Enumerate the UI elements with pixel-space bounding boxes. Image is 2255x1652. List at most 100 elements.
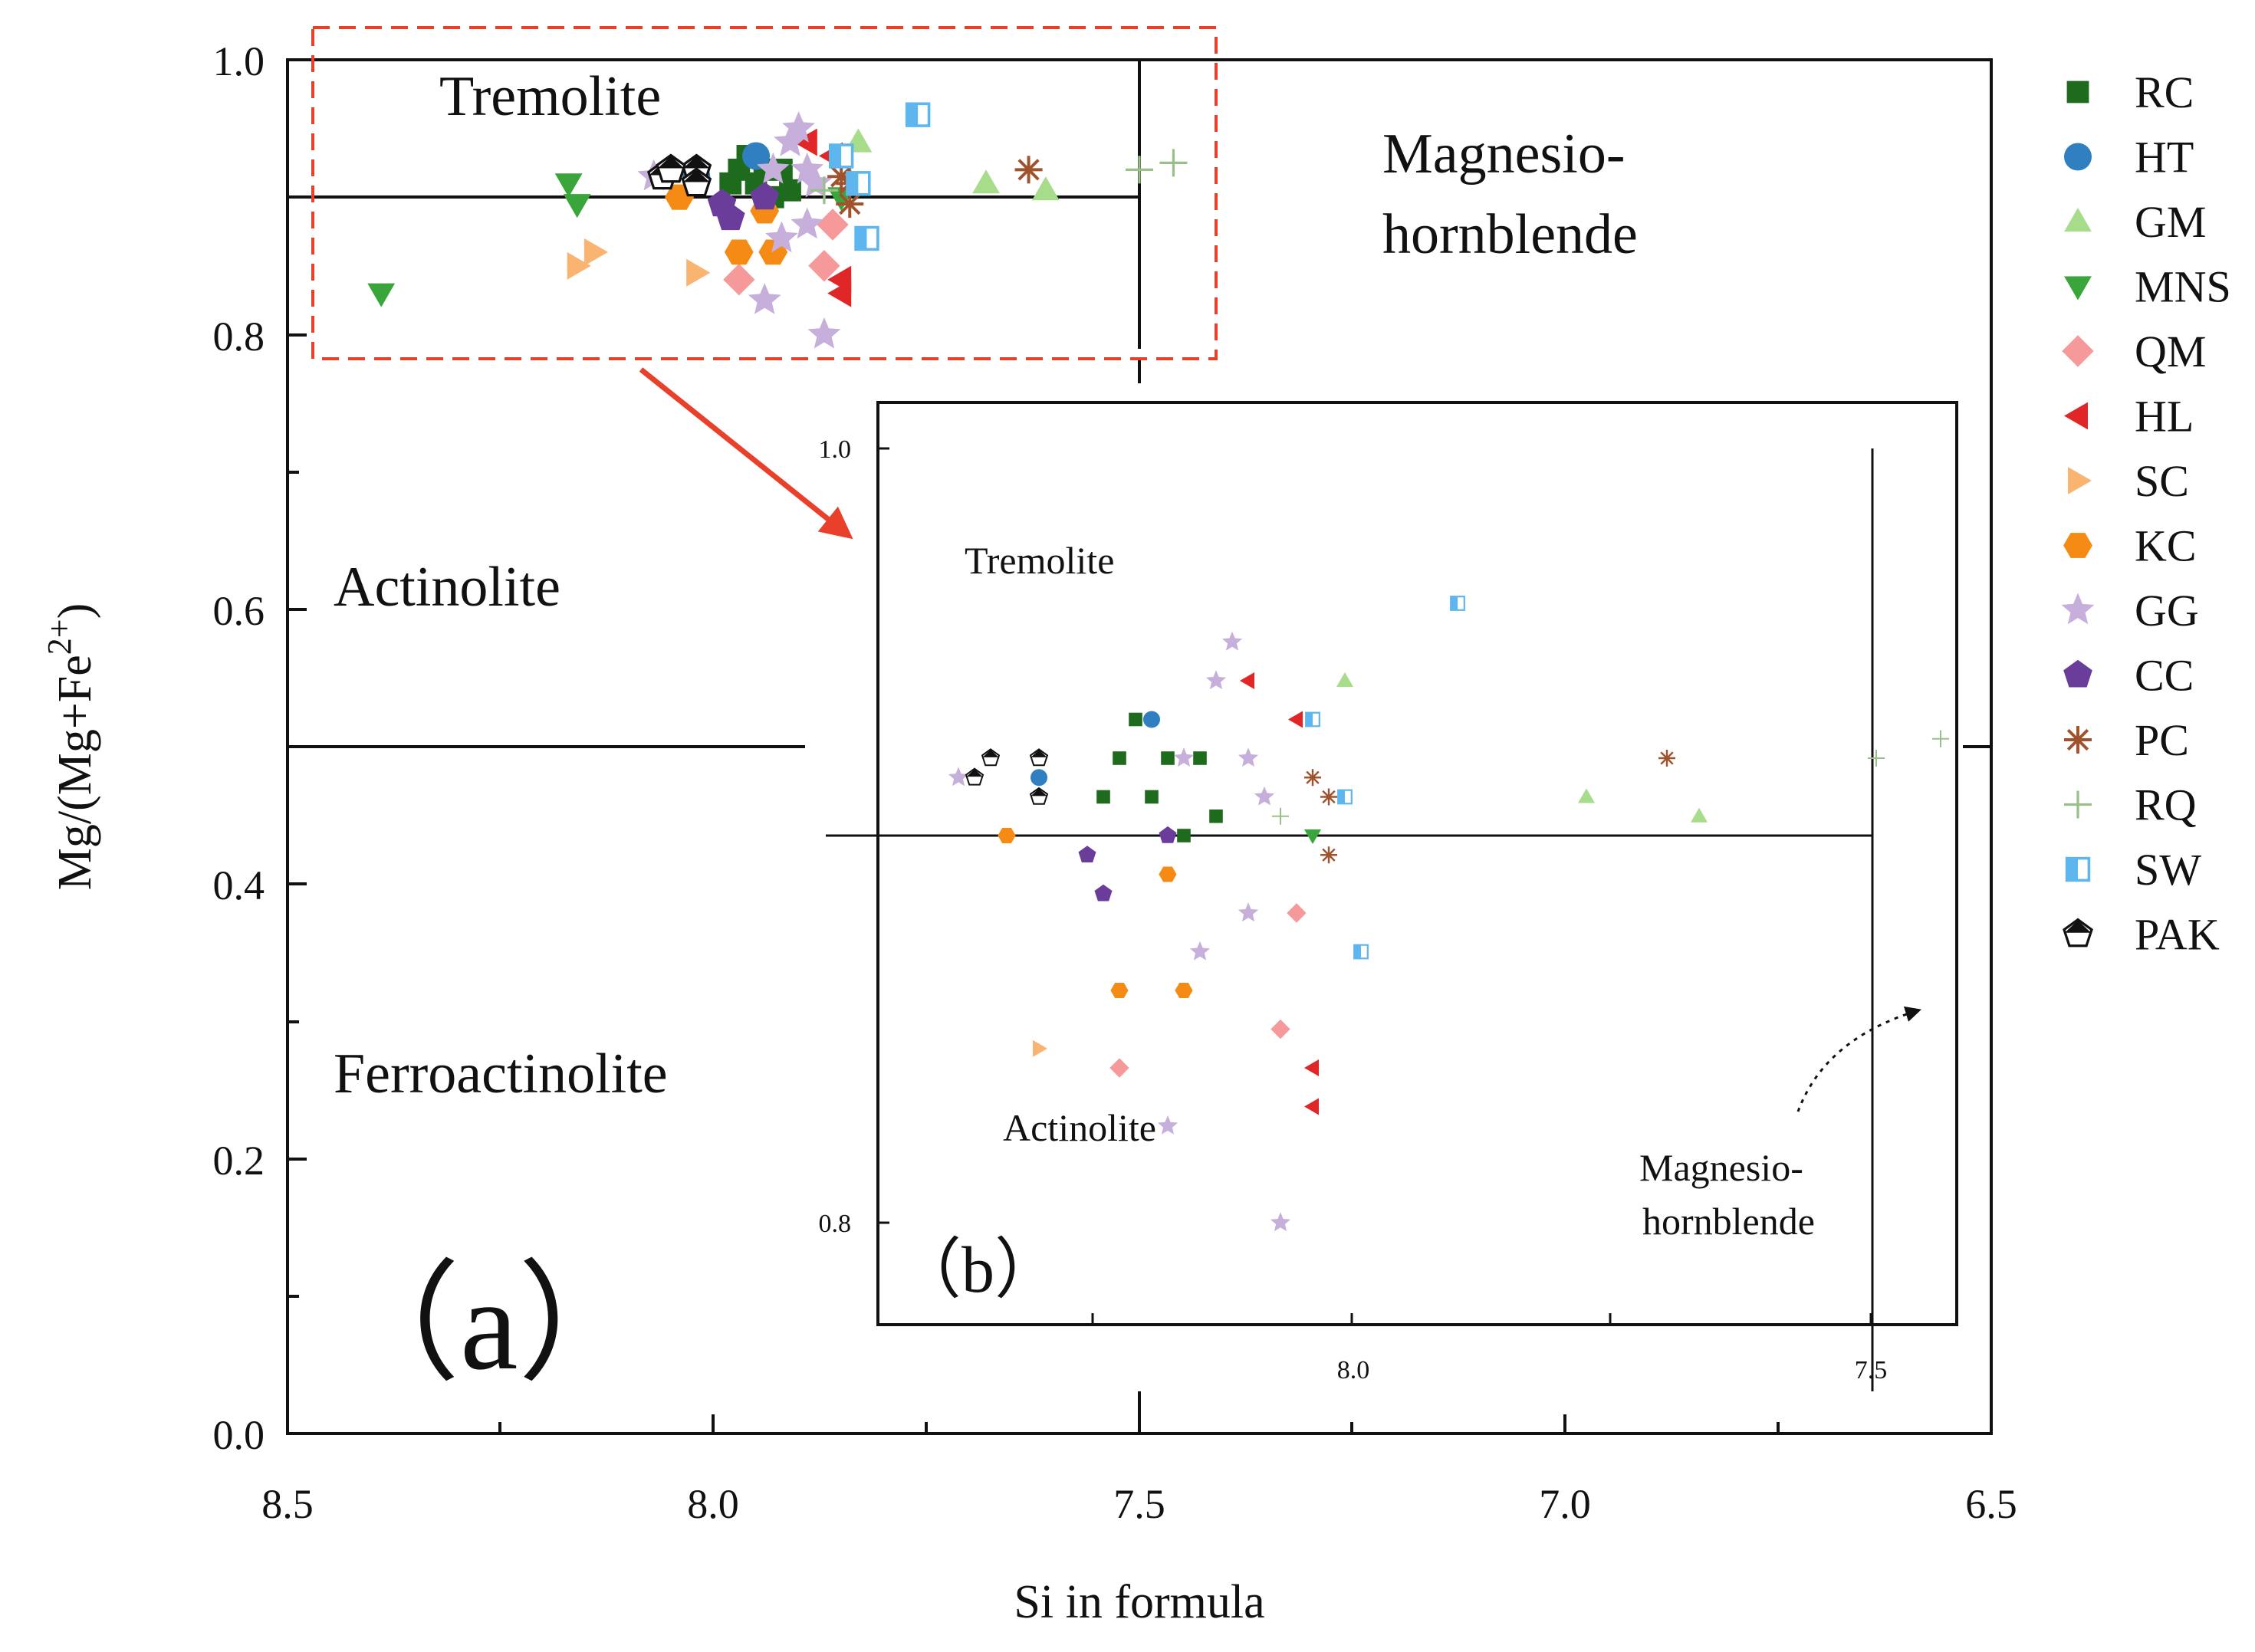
legend-marker-kc — [2063, 533, 2092, 558]
legend-item-sc: SC — [2068, 456, 2189, 506]
data-point-sw — [846, 171, 871, 196]
inset-data-points — [948, 596, 1949, 1232]
inset-data-point-sc — [1033, 1039, 1047, 1057]
legend-marker-sc — [2068, 467, 2092, 494]
inset-data-point-pak — [981, 748, 1001, 767]
legend-label: PC — [2135, 715, 2189, 765]
inset-data-point-gg — [1270, 1212, 1291, 1232]
legend-label: HL — [2135, 392, 2194, 442]
data-point-gm — [972, 169, 1000, 194]
legend-marker-pc — [2064, 726, 2092, 754]
inset-data-point-kc — [1175, 983, 1193, 998]
y-axis-title-main: Mg/(Mg+Fe — [49, 655, 101, 890]
main-data-points — [367, 102, 1188, 349]
data-point-gg — [765, 221, 798, 253]
inset-data-point-pak — [1029, 748, 1049, 767]
inset-data-point-gg — [1254, 786, 1275, 806]
data-point-sc — [686, 258, 711, 287]
legend-label: GG — [2135, 586, 2199, 636]
inset-data-point-qm — [1270, 1019, 1290, 1039]
data-point-gg — [791, 207, 824, 239]
legend-marker-pak — [2063, 918, 2093, 948]
inset-data-point-rc — [1193, 751, 1207, 765]
legend-item-hl: HL — [2064, 392, 2194, 442]
inset-data-point-rq — [1272, 807, 1289, 825]
panel-label-b: （b） — [896, 1233, 1060, 1306]
region-label-tremolite: Tremolite — [439, 65, 661, 128]
data-point-gg — [748, 283, 781, 314]
y-tick-label: 0.4 — [213, 862, 265, 908]
data-point-cc — [750, 182, 779, 210]
inset-data-point-sw — [1353, 944, 1369, 960]
data-point-hl — [793, 128, 817, 156]
legend-label: GM — [2135, 197, 2206, 247]
data-point-qm — [723, 264, 755, 296]
inset-data-point-rc — [1145, 790, 1159, 804]
data-point-mns — [563, 194, 591, 218]
region-label-ferroactinolite: Ferroactinolite — [334, 1043, 668, 1105]
inset-data-point-qm — [1287, 903, 1307, 923]
inset-data-point-ht — [1031, 769, 1047, 787]
y-tick-label: 0.8 — [213, 314, 265, 360]
inset-data-point-cc — [1094, 884, 1113, 902]
region-label-hornblende: hornblende — [1382, 203, 1638, 266]
y-axis-title-sup: 2+ — [41, 619, 78, 655]
inset-data-point-rc — [1209, 809, 1223, 823]
y-axis-ticks — [288, 58, 307, 1435]
zoom-arrow — [639, 367, 853, 540]
inset-data-point-gg — [1189, 941, 1211, 961]
data-point-pc — [836, 190, 864, 218]
legend-item-rc: RC — [2066, 67, 2194, 117]
inset-data-point-hl — [1240, 672, 1254, 689]
y-tick-label: 0.6 — [213, 588, 265, 634]
inset-data-point-gg — [1205, 670, 1227, 690]
inset-data-point-hl — [1304, 1059, 1319, 1076]
inset-data-point-rc — [1096, 790, 1110, 804]
inset-data-point-gg — [1238, 747, 1259, 767]
inset-data-point-pc — [1320, 846, 1337, 864]
inset-frame — [876, 401, 1958, 1326]
inset-data-point-mns — [1304, 829, 1321, 844]
inset-data-point-gg — [1173, 747, 1195, 767]
data-point-gg — [807, 317, 841, 349]
y-axis-title-close: ) — [49, 603, 101, 619]
x-tick-label: 7.5 — [1113, 1481, 1165, 1527]
inset-data-point-sw — [1305, 711, 1320, 727]
inset-data-point-kc — [1110, 983, 1129, 998]
legend-label: QM — [2135, 327, 2206, 376]
legend-marker-sw — [2065, 856, 2091, 882]
region-label-actinolite: Actinolite — [334, 556, 560, 619]
data-point-cc — [715, 202, 745, 231]
data-point-sw — [854, 225, 879, 251]
legend-item-gg: GG — [2061, 586, 2199, 636]
inset-ticks — [878, 447, 1872, 1325]
inset-data-point-pc — [1658, 750, 1675, 767]
inset-data-point-gg — [948, 767, 969, 787]
legend-marker-mns — [2064, 276, 2092, 301]
inset-data-point-rc — [1129, 712, 1142, 727]
data-point-pak — [681, 167, 712, 197]
inset-data-point-qm — [1109, 1058, 1129, 1078]
y-tick-label: 1.0 — [213, 38, 265, 84]
inset-y-tick-label: 0.8 — [819, 1210, 852, 1238]
y-tick-label: 0.0 — [213, 1412, 265, 1458]
legend-item-pc: PC — [2064, 715, 2189, 765]
legend-item-qm: QM — [2062, 327, 2206, 376]
legend-marker-rq — [2064, 790, 2092, 819]
data-point-rq — [1159, 149, 1188, 177]
legend-marker-cc — [2063, 659, 2092, 688]
data-point-qm — [817, 209, 849, 241]
legend-label: HT — [2135, 133, 2194, 182]
x-tick-label: 8.5 — [261, 1481, 314, 1527]
legend-item-kc: KC — [2063, 521, 2197, 571]
inset-data-point-gm — [1691, 807, 1708, 823]
x-tick-label: 7.0 — [1539, 1481, 1591, 1527]
data-point-mns — [367, 283, 396, 307]
legend-label: RC — [2135, 67, 2194, 117]
inset-dotted-arrow — [1796, 1006, 1922, 1112]
data-point-gg — [756, 152, 790, 184]
inset-region-label-magnesio: Magnesio- — [1639, 1146, 1803, 1189]
legend-label: SW — [2135, 845, 2201, 895]
legend-label: CC — [2135, 651, 2194, 701]
